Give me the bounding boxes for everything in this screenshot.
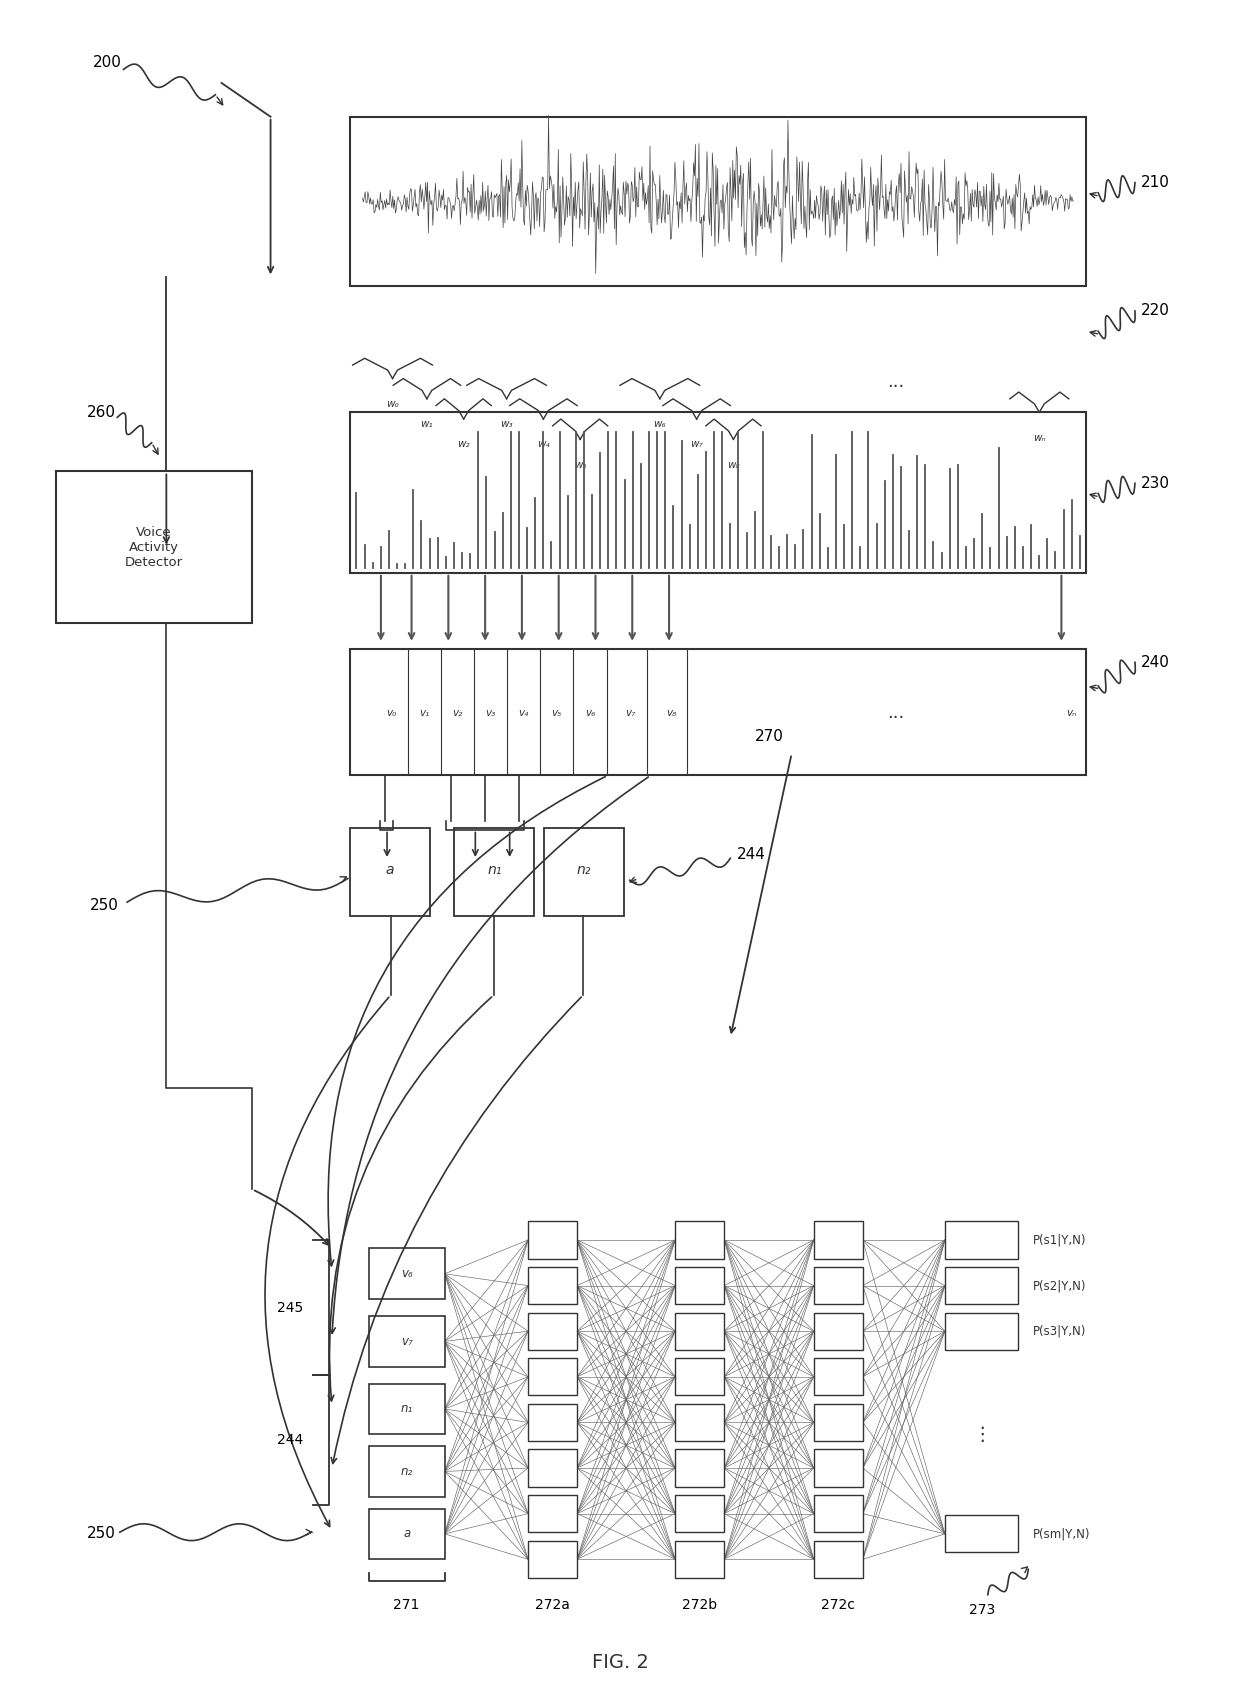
Text: vₙ: vₙ — [1066, 708, 1078, 719]
FancyBboxPatch shape — [350, 828, 430, 916]
Text: 270: 270 — [755, 729, 784, 744]
FancyBboxPatch shape — [455, 828, 534, 916]
FancyBboxPatch shape — [528, 1359, 577, 1395]
FancyBboxPatch shape — [813, 1313, 863, 1350]
Text: w₀: w₀ — [386, 399, 399, 409]
Text: 220: 220 — [1141, 303, 1171, 318]
FancyBboxPatch shape — [813, 1495, 863, 1533]
Text: FIG. 2: FIG. 2 — [591, 1654, 649, 1672]
FancyBboxPatch shape — [528, 1495, 577, 1533]
FancyBboxPatch shape — [675, 1313, 724, 1350]
Text: v₀: v₀ — [386, 708, 397, 719]
FancyBboxPatch shape — [368, 1446, 445, 1497]
FancyBboxPatch shape — [350, 412, 1086, 572]
FancyBboxPatch shape — [350, 649, 1086, 775]
FancyBboxPatch shape — [528, 1313, 577, 1350]
FancyBboxPatch shape — [945, 1267, 1018, 1304]
Text: 210: 210 — [1141, 175, 1171, 191]
Text: v₃: v₃ — [486, 708, 496, 719]
FancyBboxPatch shape — [675, 1541, 724, 1577]
Text: 240: 240 — [1141, 656, 1171, 669]
Text: wₙ: wₙ — [1033, 433, 1045, 443]
Text: w₇: w₇ — [691, 439, 703, 450]
Text: v₇: v₇ — [625, 708, 636, 719]
FancyBboxPatch shape — [813, 1359, 863, 1395]
FancyBboxPatch shape — [813, 1541, 863, 1577]
Text: P(s1|Y,N): P(s1|Y,N) — [1033, 1233, 1086, 1247]
Text: P(s3|Y,N): P(s3|Y,N) — [1033, 1325, 1086, 1339]
FancyBboxPatch shape — [350, 118, 1086, 286]
Text: v₈: v₈ — [666, 708, 676, 719]
FancyBboxPatch shape — [528, 1541, 577, 1577]
FancyBboxPatch shape — [528, 1449, 577, 1487]
Text: w₈: w₈ — [727, 460, 740, 470]
Text: 271: 271 — [393, 1597, 420, 1613]
Text: 272a: 272a — [536, 1597, 570, 1613]
Text: 244: 244 — [278, 1434, 304, 1448]
Text: 245: 245 — [278, 1301, 304, 1315]
Text: 272b: 272b — [682, 1597, 717, 1613]
FancyBboxPatch shape — [528, 1221, 577, 1259]
Text: w₁: w₁ — [420, 419, 433, 429]
FancyBboxPatch shape — [675, 1267, 724, 1304]
Text: 230: 230 — [1141, 475, 1171, 490]
Text: 273: 273 — [968, 1603, 994, 1618]
Text: Voice
Activity
Detector: Voice Activity Detector — [125, 526, 184, 569]
FancyBboxPatch shape — [368, 1383, 445, 1434]
Text: v₄: v₄ — [518, 708, 529, 719]
Text: 200: 200 — [93, 54, 122, 70]
FancyBboxPatch shape — [368, 1509, 445, 1560]
Text: 244: 244 — [737, 848, 765, 862]
Text: v₅: v₅ — [552, 708, 562, 719]
Text: n₁: n₁ — [401, 1402, 413, 1415]
FancyBboxPatch shape — [368, 1316, 445, 1368]
Text: v₂: v₂ — [453, 708, 463, 719]
Text: v₇: v₇ — [401, 1335, 413, 1347]
Text: v₆: v₆ — [401, 1267, 413, 1281]
Text: 250: 250 — [91, 897, 119, 913]
FancyBboxPatch shape — [675, 1495, 724, 1533]
FancyBboxPatch shape — [528, 1403, 577, 1441]
FancyBboxPatch shape — [675, 1221, 724, 1259]
FancyBboxPatch shape — [945, 1313, 1018, 1350]
Text: n₁: n₁ — [487, 863, 501, 877]
Text: w₆: w₆ — [653, 419, 666, 429]
FancyBboxPatch shape — [56, 472, 252, 623]
FancyBboxPatch shape — [813, 1403, 863, 1441]
Text: P(sm|Y,N): P(sm|Y,N) — [1033, 1528, 1091, 1541]
FancyBboxPatch shape — [544, 828, 624, 916]
FancyBboxPatch shape — [675, 1403, 724, 1441]
FancyBboxPatch shape — [813, 1221, 863, 1259]
Text: ...: ... — [888, 373, 904, 392]
FancyBboxPatch shape — [368, 1248, 445, 1299]
Text: 260: 260 — [87, 405, 115, 421]
FancyBboxPatch shape — [675, 1359, 724, 1395]
FancyBboxPatch shape — [813, 1267, 863, 1304]
Text: n₂: n₂ — [577, 863, 591, 877]
FancyBboxPatch shape — [813, 1449, 863, 1487]
Text: 250: 250 — [87, 1526, 115, 1541]
FancyBboxPatch shape — [675, 1449, 724, 1487]
FancyBboxPatch shape — [528, 1267, 577, 1304]
Text: w₄: w₄ — [537, 439, 549, 450]
Text: w₅: w₅ — [574, 460, 587, 470]
FancyBboxPatch shape — [945, 1221, 1018, 1259]
Text: w₃: w₃ — [500, 419, 513, 429]
Text: ...: ... — [888, 703, 904, 722]
Text: w₂: w₂ — [458, 439, 470, 450]
FancyBboxPatch shape — [945, 1516, 1018, 1553]
Text: n₂: n₂ — [401, 1465, 413, 1478]
Text: ⋮: ⋮ — [972, 1425, 992, 1444]
Text: 272c: 272c — [821, 1597, 856, 1613]
Text: a: a — [386, 863, 394, 877]
Text: a: a — [403, 1528, 410, 1541]
Text: v₆: v₆ — [585, 708, 595, 719]
Text: P(s2|Y,N): P(s2|Y,N) — [1033, 1279, 1086, 1293]
Text: v₁: v₁ — [419, 708, 429, 719]
